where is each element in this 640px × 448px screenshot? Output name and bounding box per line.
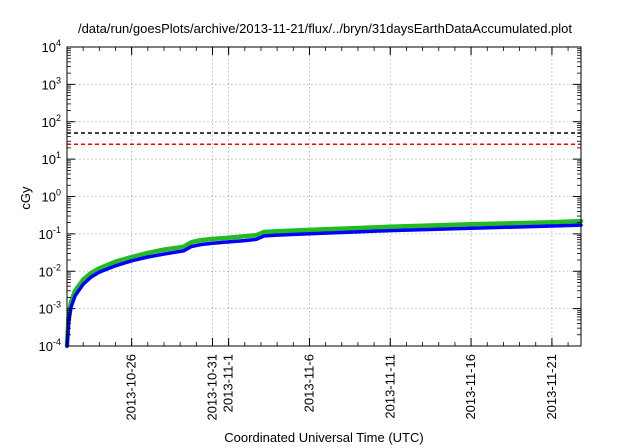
x-tick-label: 2013-11-11 — [382, 354, 397, 419]
y-axis-label: cGy — [18, 186, 33, 210]
x-tick-label: 2013-10-31 — [204, 354, 219, 421]
y-tick-label: 103 — [42, 75, 61, 92]
y-tick-label: 10-1 — [39, 225, 61, 242]
x-tick-labels: 2013-10-26 2013-10-31 2013-11-1 2013-11-6 20… — [124, 354, 559, 421]
y-tick-label: 104 — [42, 38, 61, 55]
series-lines — [64, 218, 584, 349]
y-tick-label: 10-2 — [39, 262, 61, 279]
chart-title: /data/run/goesPlots/archive/2013-11-21/f… — [78, 21, 572, 36]
x-tick-label: 2013-11-6 — [301, 354, 316, 412]
x-axis-label: Coordinated Universal Time (UTC) — [224, 430, 423, 445]
x-tick-label: 2013-11-16 — [463, 354, 478, 420]
grid-lines — [67, 47, 581, 346]
y-tick-label: 102 — [42, 113, 61, 130]
y-tick-label: 10-4 — [39, 337, 61, 354]
series-line-1 — [64, 218, 584, 349]
threshold-lines — [67, 132, 581, 146]
x-tick-label: 2013-11-21 — [544, 354, 559, 420]
y-tick-label: 10-3 — [39, 300, 61, 317]
x-tick-label: 2013-11-1 — [221, 354, 236, 412]
y-tick-label: 100 — [42, 188, 61, 205]
y-tick-label: 101 — [42, 150, 61, 167]
axis-ticks — [67, 46, 581, 347]
y-tick-labels: 10-4 10-3 10-2 10-1 100 101 102 103 104 — [39, 38, 61, 354]
x-tick-label: 2013-10-26 — [124, 354, 139, 421]
series-line-2 — [65, 223, 583, 348]
